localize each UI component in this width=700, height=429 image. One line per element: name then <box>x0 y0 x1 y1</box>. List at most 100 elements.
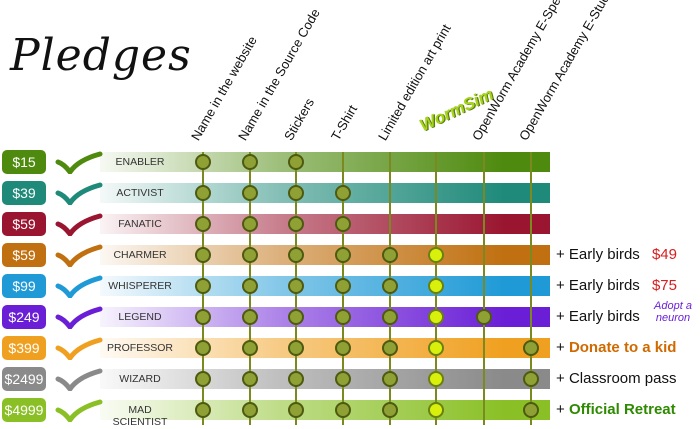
benefit-dot <box>523 340 539 356</box>
benefit-dot <box>335 340 351 356</box>
column-header-1: Name in the Source Code <box>235 5 323 143</box>
benefit-dot <box>288 247 304 263</box>
tier-bar <box>100 152 550 172</box>
benefit-dot <box>382 340 398 356</box>
benefit-dot <box>242 340 258 356</box>
tier-price-badge: $249 <box>2 305 46 329</box>
tier-extra-value: Donate to a kid <box>568 339 677 356</box>
benefit-dot <box>335 247 351 263</box>
benefit-dot <box>288 402 304 418</box>
benefit-dot-highlight <box>428 402 444 418</box>
benefit-dot <box>242 216 258 232</box>
tier-name: WIZARD <box>119 373 161 385</box>
tier-extra-label: + Early birds <box>556 246 644 263</box>
tier-name: FANATIC <box>118 218 162 230</box>
page-title: Pledges <box>10 30 192 81</box>
tier-bar <box>100 214 550 234</box>
tier-price-badge: $399 <box>2 336 46 360</box>
adopt-neuron-note: Adopt a neuron <box>654 300 692 324</box>
benefit-dot <box>195 216 211 232</box>
tier-price-badge: $4999 <box>2 398 46 422</box>
tier-bar <box>100 183 550 203</box>
tier-extra-value: $49 <box>651 246 677 263</box>
benefit-dot <box>523 402 539 418</box>
benefit-dot <box>242 309 258 325</box>
tier-extra-label: + <box>556 339 569 356</box>
benefit-dot-highlight <box>428 340 444 356</box>
checkmark-worm-icon <box>55 275 103 298</box>
benefit-dot <box>382 371 398 387</box>
benefit-dot <box>288 340 304 356</box>
tier-extra: + Early birds <box>556 308 640 325</box>
tier-price-badge: $15 <box>2 150 46 174</box>
tier-price-badge: $99 <box>2 274 46 298</box>
benefit-dot <box>242 402 258 418</box>
tier-extra-value: $75 <box>651 277 677 294</box>
benefit-dot <box>335 309 351 325</box>
benefit-dot <box>288 309 304 325</box>
tier-name: PROFESSOR <box>107 342 173 354</box>
benefit-dot <box>335 402 351 418</box>
benefit-dot <box>195 185 211 201</box>
benefit-dot <box>288 278 304 294</box>
benefit-dot <box>242 278 258 294</box>
column-header-7: OpenWorm Academy E-Student <box>516 0 622 144</box>
tier-extra: + Official Retreat <box>556 401 676 418</box>
column-line <box>530 152 532 425</box>
benefit-dot <box>288 154 304 170</box>
checkmark-worm-icon <box>55 213 103 236</box>
tier-extra-label: + <box>556 401 569 418</box>
benefit-dot <box>195 402 211 418</box>
tier-extra: + Early birds $49 <box>556 246 677 263</box>
benefit-dot-highlight <box>428 247 444 263</box>
tier-extra: + Classroom pass <box>556 370 676 387</box>
benefit-dot <box>242 371 258 387</box>
benefit-dot <box>195 247 211 263</box>
benefit-dot <box>242 247 258 263</box>
tier-name: LEGEND <box>118 311 162 323</box>
checkmark-worm-icon <box>55 337 103 360</box>
benefit-dot <box>242 154 258 170</box>
tier-name: MAD SCIENTIST <box>112 404 168 428</box>
benefit-dot <box>242 185 258 201</box>
benefit-dot <box>288 216 304 232</box>
benefit-dot <box>195 154 211 170</box>
tier-extra-value: Classroom pass <box>568 370 677 387</box>
tier-name: WHISPERER <box>108 280 172 292</box>
benefit-dot-highlight <box>428 309 444 325</box>
tier-extra: + Early birds $75 <box>556 277 677 294</box>
column-header-3: T-Shirt <box>328 102 361 143</box>
benefit-dot <box>382 278 398 294</box>
column-line <box>483 152 485 425</box>
tier-extra-label: + <box>556 370 569 387</box>
tier-price-badge: $59 <box>2 243 46 267</box>
benefit-dot <box>382 309 398 325</box>
benefit-dot-highlight <box>428 278 444 294</box>
benefit-dot <box>288 185 304 201</box>
benefit-dot <box>382 247 398 263</box>
tier-extra: + Donate to a kid <box>556 339 676 356</box>
checkmark-worm-icon <box>55 151 103 174</box>
benefit-dot-highlight <box>428 371 444 387</box>
tier-extra-label: + Early birds <box>556 308 640 325</box>
checkmark-worm-icon <box>55 399 103 422</box>
column-header-2: Stickers <box>281 95 318 143</box>
benefit-dot <box>195 278 211 294</box>
tier-name: ENABLER <box>115 156 165 168</box>
tier-name: CHARMER <box>113 249 167 261</box>
tier-price-badge: $59 <box>2 212 46 236</box>
benefit-dot <box>382 402 398 418</box>
tier-price-badge: $2499 <box>2 367 46 391</box>
checkmark-worm-icon <box>55 244 103 267</box>
benefit-dot <box>335 185 351 201</box>
tier-extra-value: Official Retreat <box>568 401 676 418</box>
benefit-dot <box>195 309 211 325</box>
checkmark-worm-icon <box>55 306 103 329</box>
tier-extra-label: + Early birds <box>556 277 644 294</box>
checkmark-worm-icon <box>55 368 103 391</box>
benefit-dot <box>195 371 211 387</box>
tier-name: ACTIVIST <box>116 187 164 199</box>
tier-price-badge: $39 <box>2 181 46 205</box>
benefit-dot <box>523 371 539 387</box>
